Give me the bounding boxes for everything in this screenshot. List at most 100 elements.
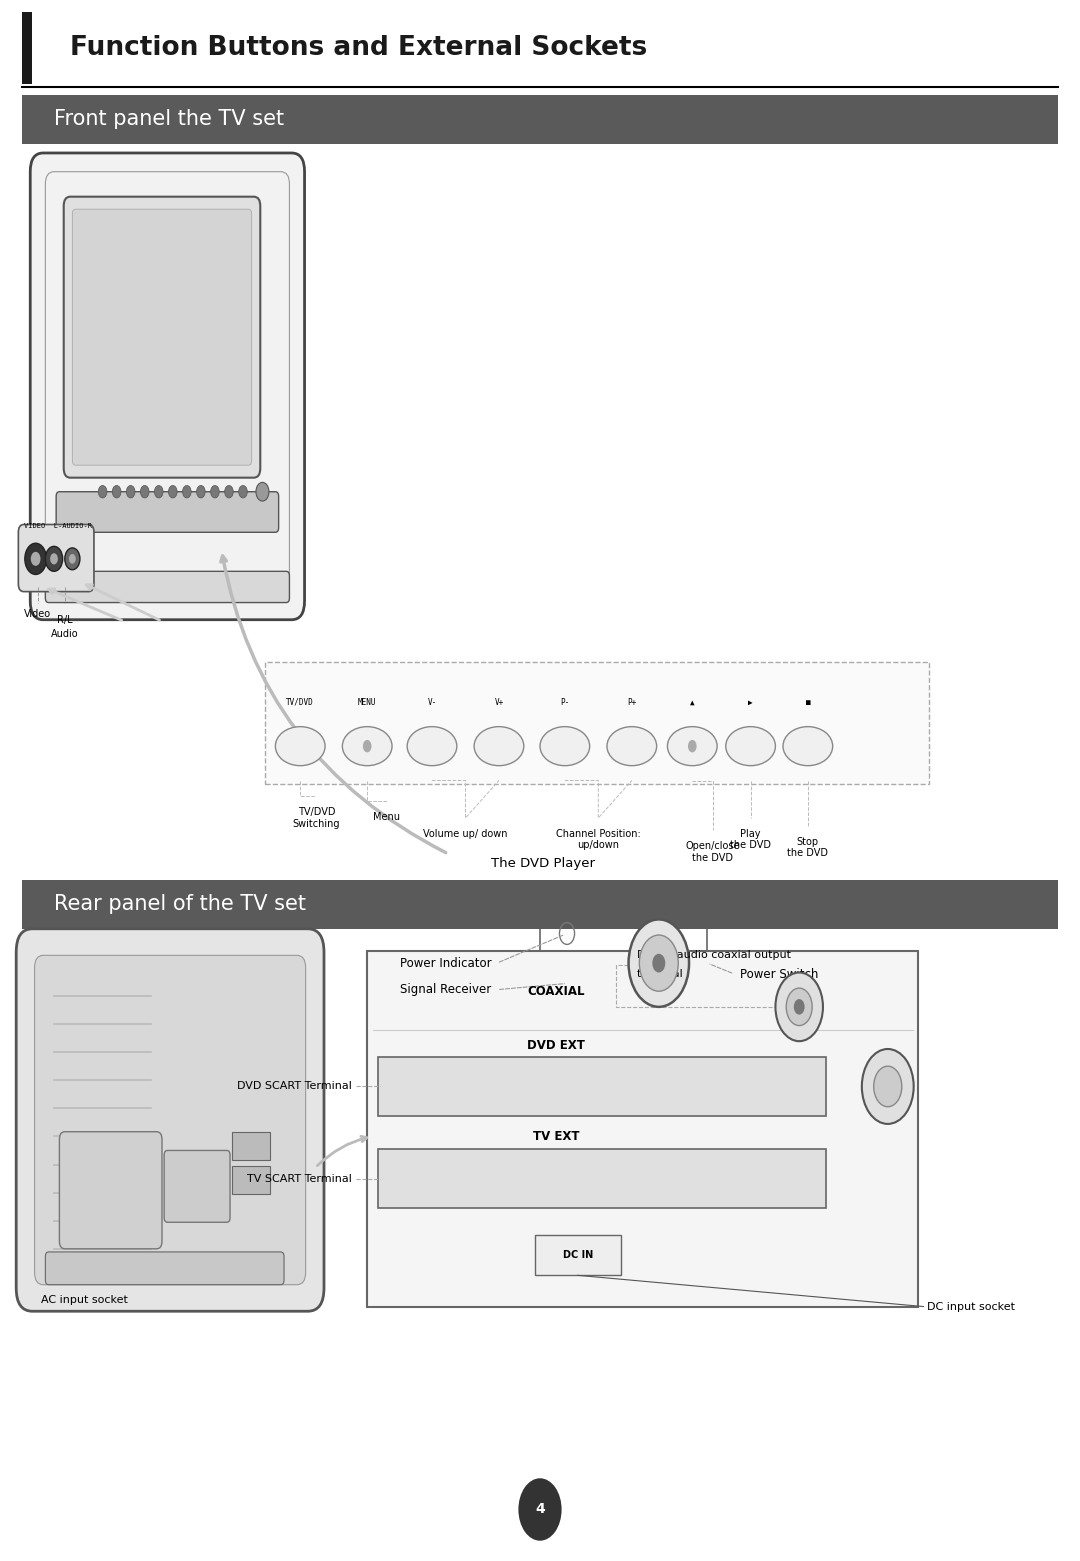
Text: Front panel the TV set: Front panel the TV set (54, 109, 284, 130)
Text: TV EXT: TV EXT (532, 1130, 580, 1143)
Circle shape (30, 553, 41, 567)
Bar (651, 1179, 670, 1191)
Text: AC input socket: AC input socket (41, 1296, 127, 1305)
Bar (265, 662, 929, 784)
FancyBboxPatch shape (16, 929, 324, 1311)
Bar (553, 1066, 571, 1079)
Circle shape (112, 485, 121, 498)
Text: TV/DVD
Switching: TV/DVD Switching (293, 807, 340, 829)
Bar (455, 1066, 473, 1079)
Bar (585, 1158, 604, 1171)
Ellipse shape (275, 727, 325, 766)
Bar (232, 1166, 270, 1194)
FancyBboxPatch shape (72, 209, 252, 465)
Bar (421, 1179, 440, 1191)
Bar (22, 880, 1058, 929)
Text: Channel Position:
up/down: Channel Position: up/down (556, 829, 640, 851)
Text: Power Indicator: Power Indicator (400, 957, 491, 969)
Circle shape (775, 973, 823, 1041)
Circle shape (688, 740, 697, 752)
Ellipse shape (407, 727, 457, 766)
Text: ▶: ▶ (748, 698, 753, 707)
Bar (750, 1158, 768, 1171)
Bar (619, 1179, 637, 1191)
Bar (389, 1158, 407, 1171)
Circle shape (225, 485, 233, 498)
Bar (521, 1086, 539, 1099)
FancyBboxPatch shape (30, 153, 305, 620)
Text: V-: V- (428, 698, 436, 707)
Text: Audio: Audio (51, 629, 79, 638)
FancyBboxPatch shape (45, 1252, 284, 1285)
Bar (783, 1179, 801, 1191)
Text: terminal: terminal (637, 969, 684, 979)
Text: R/L: R/L (57, 615, 72, 624)
Circle shape (794, 999, 805, 1015)
Text: TV/DVD: TV/DVD (286, 698, 314, 707)
Circle shape (786, 988, 812, 1026)
Text: Function Buttons and External Sockets: Function Buttons and External Sockets (70, 36, 647, 61)
Text: Power Switch: Power Switch (740, 968, 819, 980)
Text: DVD EXT: DVD EXT (527, 1040, 585, 1052)
Circle shape (69, 554, 76, 564)
Circle shape (211, 485, 219, 498)
Text: Digital audio coaxial output: Digital audio coaxial output (637, 951, 792, 960)
Ellipse shape (783, 727, 833, 766)
Circle shape (154, 485, 163, 498)
Bar (619, 1086, 637, 1099)
Bar (487, 1158, 505, 1171)
Bar (487, 1086, 505, 1099)
Bar (684, 1158, 702, 1171)
Circle shape (518, 1478, 562, 1541)
Bar (389, 1179, 407, 1191)
Circle shape (197, 485, 205, 498)
Text: 4: 4 (535, 1503, 545, 1516)
Text: Video: Video (24, 609, 52, 618)
Bar (421, 1066, 440, 1079)
Circle shape (629, 919, 689, 1007)
Bar (22, 95, 1058, 144)
Circle shape (45, 546, 63, 571)
Bar (651, 1158, 670, 1171)
Text: ■: ■ (806, 698, 810, 707)
Circle shape (140, 485, 149, 498)
Bar (553, 1158, 571, 1171)
Text: The DVD Player: The DVD Player (491, 857, 595, 869)
Circle shape (168, 485, 177, 498)
Bar (540, 905, 707, 1015)
Text: DC input socket: DC input socket (927, 1302, 1014, 1311)
Text: Rear panel of the TV set: Rear panel of the TV set (54, 894, 306, 913)
Bar (487, 1066, 505, 1079)
Bar (750, 1086, 768, 1099)
Bar (455, 1086, 473, 1099)
Circle shape (363, 740, 372, 752)
Circle shape (126, 485, 135, 498)
Bar (619, 1158, 637, 1171)
Text: Menu: Menu (374, 812, 400, 821)
Bar (421, 1158, 440, 1171)
FancyBboxPatch shape (18, 524, 94, 592)
Ellipse shape (726, 727, 775, 766)
Circle shape (25, 543, 46, 574)
Bar (750, 1179, 768, 1191)
Ellipse shape (540, 727, 590, 766)
Bar (750, 1066, 768, 1079)
Bar (378, 1057, 826, 1116)
Bar (554, 965, 584, 999)
Bar (22, 12, 32, 84)
Bar (651, 1086, 670, 1099)
FancyBboxPatch shape (45, 571, 289, 603)
Bar (455, 1179, 473, 1191)
Bar (717, 1179, 735, 1191)
Circle shape (862, 1049, 914, 1124)
Bar (717, 1066, 735, 1079)
Bar (651, 1066, 670, 1079)
FancyBboxPatch shape (59, 1132, 162, 1249)
Bar (717, 1086, 735, 1099)
Text: Play
the DVD: Play the DVD (730, 829, 771, 851)
Bar (553, 1179, 571, 1191)
Bar (553, 1086, 571, 1099)
FancyBboxPatch shape (35, 955, 306, 1285)
Text: MENU: MENU (357, 698, 377, 707)
Text: P-: P- (561, 698, 569, 707)
